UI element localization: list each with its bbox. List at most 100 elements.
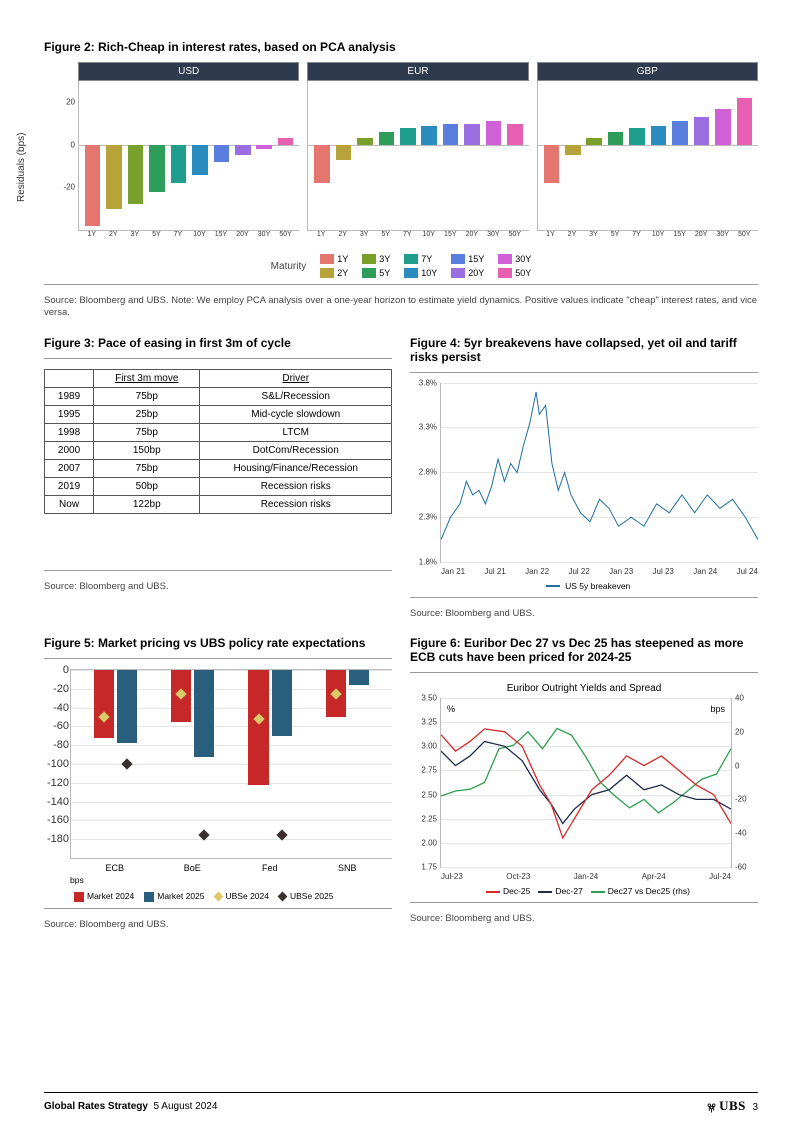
footer-doc-title: Global Rates Strategy bbox=[44, 1101, 148, 1112]
fig2-panel-header: GBP bbox=[537, 62, 758, 81]
fig2-bar bbox=[314, 145, 330, 183]
fig2-bar bbox=[507, 124, 523, 145]
fig2-bar bbox=[256, 145, 272, 149]
table-cell: 1995 bbox=[45, 405, 94, 423]
table-row: 199875bpLTCM bbox=[45, 423, 392, 441]
fig2-bar bbox=[694, 117, 710, 145]
fig2-bar bbox=[715, 109, 731, 145]
fig2-panel-plot: -20020 bbox=[78, 81, 299, 231]
fig3-table: First 3m moveDriver198975bpS&L/Recession… bbox=[44, 369, 392, 514]
ubs-keys-icon bbox=[706, 1102, 717, 1113]
divider bbox=[410, 372, 758, 373]
fig2-bar bbox=[464, 124, 480, 145]
fig5-group bbox=[154, 670, 231, 858]
table-row: 2000150bpDotCom/Recession bbox=[45, 441, 392, 459]
fig4-legend-swatch bbox=[546, 585, 560, 587]
fig6-legend: Dec-25Dec-27Dec27 vs Dec25 (rhs) bbox=[410, 886, 758, 896]
figure-6: Figure 6: Euribor Dec 27 vs Dec 25 has s… bbox=[410, 636, 758, 931]
fig2-bar bbox=[128, 145, 144, 205]
divider bbox=[410, 902, 758, 903]
table-cell: 2000 bbox=[45, 441, 94, 459]
fig2-bar bbox=[357, 138, 373, 144]
fig5-ylabel: bps bbox=[70, 875, 392, 885]
fig2-bar bbox=[629, 128, 645, 145]
divider bbox=[44, 908, 392, 909]
fig2-bar bbox=[149, 145, 165, 192]
table-cell: Mid-cycle slowdown bbox=[200, 405, 392, 423]
legend-item: 5Y bbox=[362, 268, 390, 278]
fig2-bar bbox=[486, 121, 502, 144]
fig2-panel-usd: USD-200201Y2Y3Y5Y7Y10Y15Y20Y30Y50Y bbox=[78, 62, 299, 238]
fig2-panel-eur: EUR1Y2Y3Y5Y7Y10Y15Y20Y30Y50Y bbox=[307, 62, 528, 238]
table-cell: Now bbox=[45, 495, 94, 513]
fig2-bar bbox=[608, 132, 624, 145]
footer-left: Global Rates Strategy 5 August 2024 bbox=[44, 1101, 217, 1112]
table-cell: 25bp bbox=[94, 405, 200, 423]
table-row: 198975bpS&L/Recession bbox=[45, 387, 392, 405]
footer-page: 3 bbox=[752, 1102, 758, 1113]
fig6-chart: 1.752.002.252.502.753.003.253.50-60-40-2… bbox=[440, 698, 732, 868]
row-fig5-fig6: Figure 5: Market pricing vs UBS policy r… bbox=[44, 636, 758, 931]
fig2-bar bbox=[171, 145, 187, 183]
fig2-bar bbox=[443, 124, 459, 145]
fig2-legend: Maturity 1Y3Y7Y15Y30Y2Y5Y10Y20Y50Y bbox=[44, 254, 758, 278]
table-cell: 2019 bbox=[45, 477, 94, 495]
legend-item: 10Y bbox=[404, 268, 437, 278]
figure-5-title: Figure 5: Market pricing vs UBS policy r… bbox=[44, 636, 392, 650]
fig2-bar bbox=[379, 132, 395, 145]
divider bbox=[44, 358, 392, 359]
table-cell: 122bp bbox=[94, 495, 200, 513]
fig2-bar bbox=[235, 145, 251, 156]
fig2-bar bbox=[672, 121, 688, 144]
fig2-bar bbox=[400, 128, 416, 145]
row-fig3-fig4: Figure 3: Pace of easing in first 3m of … bbox=[44, 336, 758, 620]
legend-item: 30Y bbox=[498, 254, 531, 264]
table-cell: Recession risks bbox=[200, 495, 392, 513]
legend-item: 2Y bbox=[320, 268, 348, 278]
table-cell: Recession risks bbox=[200, 477, 392, 495]
footer-date: 5 August 2024 bbox=[153, 1101, 217, 1112]
ubs-logo: UBS bbox=[706, 1098, 750, 1113]
fig5-source: Source: Bloomberg and UBS. bbox=[44, 919, 392, 931]
figure-3: Figure 3: Pace of easing in first 3m of … bbox=[44, 336, 392, 620]
fig5-legend: Market 2024Market 2025UBSe 2024UBSe 2025 bbox=[44, 891, 392, 902]
fig2-panels: USD-200201Y2Y3Y5Y7Y10Y15Y20Y30Y50YEUR1Y2… bbox=[44, 62, 758, 238]
table-cell: 150bp bbox=[94, 441, 200, 459]
footer-brand: UBS bbox=[719, 1098, 746, 1113]
fig4-legend: US 5y breakeven bbox=[410, 581, 758, 591]
fig2-panel-gbp: GBP1Y2Y3Y5Y7Y10Y15Y20Y30Y50Y bbox=[537, 62, 758, 238]
legend-item: 1Y bbox=[320, 254, 348, 264]
divider bbox=[44, 570, 392, 571]
fig4-chart: 1.8%2.3%2.8%3.3%3.8%Jan 21Jul 21Jan 22Ju… bbox=[440, 383, 758, 563]
figure-2: Figure 2: Rich-Cheap in interest rates, … bbox=[44, 40, 758, 320]
table-cell: S&L/Recession bbox=[200, 387, 392, 405]
table-cell: DotCom/Recession bbox=[200, 441, 392, 459]
fig2-panel-header: EUR bbox=[307, 62, 528, 81]
divider bbox=[44, 658, 392, 659]
table-cell: 2007 bbox=[45, 459, 94, 477]
fig2-panel-plot bbox=[537, 81, 758, 231]
divider bbox=[410, 672, 758, 673]
table-cell: 75bp bbox=[94, 423, 200, 441]
table-cell: 75bp bbox=[94, 459, 200, 477]
page-footer: Global Rates Strategy 5 August 2024 UBS … bbox=[44, 1092, 758, 1114]
fig5-xticks: ECBBoEFedSNB bbox=[70, 863, 392, 873]
table-row: 200775bpHousing/Finance/Recession bbox=[45, 459, 392, 477]
fig2-bar bbox=[565, 145, 581, 156]
fig2-bar bbox=[278, 138, 294, 144]
fig5-group bbox=[232, 670, 309, 858]
fig3-source: Source: Bloomberg and UBS. bbox=[44, 581, 392, 593]
legend-item: 20Y bbox=[451, 268, 484, 278]
fig2-bar bbox=[421, 126, 437, 145]
legend-item: 50Y bbox=[498, 268, 531, 278]
divider bbox=[410, 597, 758, 598]
figure-4: Figure 4: 5yr breakevens have collapsed,… bbox=[410, 336, 758, 620]
fig6-source: Source: Bloomberg and UBS. bbox=[410, 913, 758, 925]
fig2-bar bbox=[106, 145, 122, 209]
fig2-panel-header: USD bbox=[78, 62, 299, 81]
table-row: Now122bpRecession risks bbox=[45, 495, 392, 513]
table-row: 201950bpRecession risks bbox=[45, 477, 392, 495]
footer-right: UBS 3 bbox=[706, 1098, 758, 1114]
fig2-bar bbox=[586, 138, 602, 144]
fig2-source: Source: Bloomberg and UBS. Note: We empl… bbox=[44, 295, 758, 320]
